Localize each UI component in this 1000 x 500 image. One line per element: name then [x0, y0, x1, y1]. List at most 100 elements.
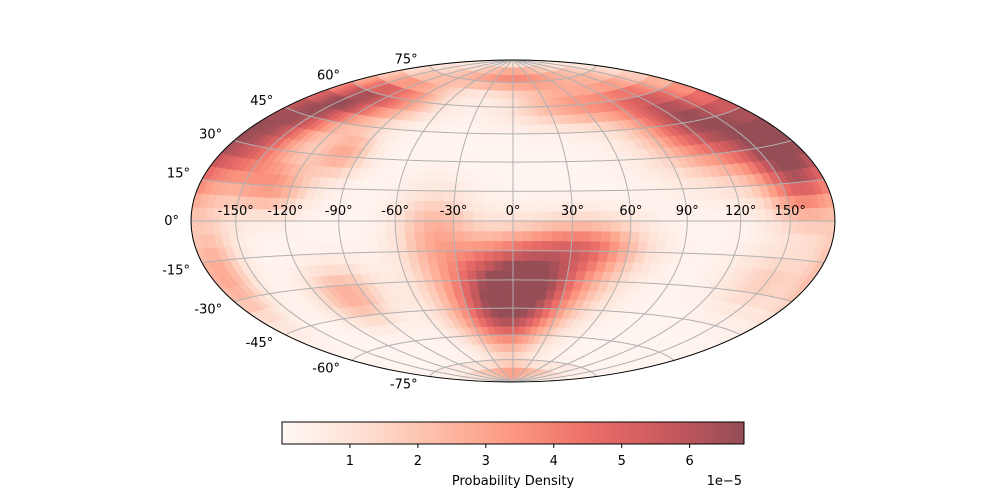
- heat-cell: [415, 190, 427, 202]
- heat-cell: [424, 190, 437, 202]
- heat-cell: [443, 220, 455, 232]
- lon-tick-label: -150°: [218, 204, 254, 219]
- heat-cell: [542, 210, 553, 222]
- lat-tick-label: 45°: [250, 94, 273, 109]
- lon-tick-label: 30°: [561, 204, 584, 219]
- heat-cell: [444, 240, 456, 252]
- heat-cell: [503, 171, 514, 182]
- heat-cell: [559, 250, 572, 262]
- heat-cell: [826, 220, 835, 236]
- heat-cell: [804, 220, 814, 235]
- heat-cell: [464, 180, 476, 192]
- heat-cell: [212, 220, 222, 235]
- heat-cell: [522, 220, 534, 232]
- heat-cell: [347, 220, 359, 232]
- heat-cell: [541, 190, 553, 202]
- heat-cell: [302, 209, 313, 222]
- heat-cell: [591, 210, 603, 222]
- heat-cell: [529, 279, 541, 290]
- heat-cell: [404, 220, 416, 232]
- heat-cell: [482, 200, 494, 212]
- heat-cell: [268, 220, 278, 234]
- heat-cell: [463, 240, 475, 252]
- heat-cell: [512, 142, 522, 153]
- heat-cell: [356, 220, 368, 232]
- heat-cell: [445, 250, 457, 262]
- heat-cell: [506, 106, 514, 117]
- heat-cell: [756, 208, 767, 222]
- heat-cell: [506, 325, 514, 336]
- heat-cell: [530, 161, 541, 172]
- heat-cell: [357, 199, 369, 211]
- heat-cell: [504, 133, 514, 144]
- heat-cell: [695, 220, 706, 233]
- lat-tick-label: -30°: [194, 303, 222, 318]
- parallel-line: [201, 250, 825, 264]
- heat-cell: [542, 200, 553, 212]
- heat-cell: [489, 124, 500, 135]
- heat-cell: [531, 260, 542, 271]
- heat-cell: [647, 199, 660, 211]
- heat-cell: [506, 334, 514, 344]
- lat-tick-label: -45°: [246, 336, 274, 351]
- heat-cell: [197, 206, 207, 222]
- heat-cell: [466, 270, 478, 281]
- heat-cell: [570, 190, 582, 202]
- heat-cell: [489, 307, 500, 318]
- heat-cell: [423, 210, 435, 222]
- heat-cell: [569, 180, 581, 192]
- parallel-line: [351, 81, 675, 108]
- heat-cell: [251, 220, 262, 234]
- heat-cell: [503, 269, 514, 281]
- heat-cell: [773, 220, 783, 234]
- heat-cell: [376, 231, 388, 243]
- heat-cell: [404, 230, 416, 242]
- heat-cell: [600, 200, 612, 212]
- heat-cell: [473, 230, 484, 242]
- heat-cell: [522, 210, 534, 222]
- heat-cell: [521, 161, 532, 173]
- heat-cell: [610, 220, 622, 232]
- heat-cell: [348, 231, 360, 243]
- heat-cell: [505, 316, 514, 327]
- heat-cell: [502, 190, 514, 202]
- parallel-line: [234, 140, 792, 163]
- heat-cell: [704, 209, 715, 222]
- heat-cell: [532, 190, 543, 202]
- heat-cell: [600, 230, 612, 242]
- colorbar-tick-label: 5: [618, 454, 626, 469]
- heat-cell: [811, 220, 821, 235]
- heat-cell: [473, 190, 485, 202]
- heat-cell: [520, 133, 530, 144]
- heat-cell: [677, 220, 688, 233]
- heat-cell: [494, 152, 505, 163]
- heat-cell: [302, 220, 313, 233]
- lon-tick-label: -60°: [381, 204, 409, 219]
- heat-cell: [356, 210, 368, 222]
- heat-cell: [629, 230, 641, 242]
- heat-cell: [551, 240, 563, 252]
- heat-cell: [559, 180, 572, 192]
- heat-cell: [541, 250, 552, 261]
- heat-cell: [453, 220, 464, 232]
- heat-cell: [550, 250, 562, 262]
- heat-cell: [610, 230, 622, 242]
- heat-cell: [434, 240, 446, 252]
- heat-cell: [764, 208, 775, 222]
- heat-cell: [505, 115, 514, 126]
- heat-cell: [493, 250, 504, 261]
- heat-cell: [541, 240, 553, 252]
- heat-cell: [521, 269, 532, 281]
- heat-cell: [506, 98, 514, 108]
- heat-cell: [560, 240, 573, 252]
- heat-cell: [445, 180, 457, 192]
- colorbar-tick-label: 2: [414, 454, 422, 469]
- lat-tick-label: 60°: [317, 69, 340, 84]
- heat-cell: [503, 260, 514, 271]
- heat-cell: [385, 220, 396, 232]
- heat-cell: [504, 298, 514, 309]
- heat-cell: [485, 152, 497, 163]
- heat-cell: [505, 307, 514, 318]
- heat-cell: [512, 307, 521, 318]
- heat-cell: [466, 161, 478, 172]
